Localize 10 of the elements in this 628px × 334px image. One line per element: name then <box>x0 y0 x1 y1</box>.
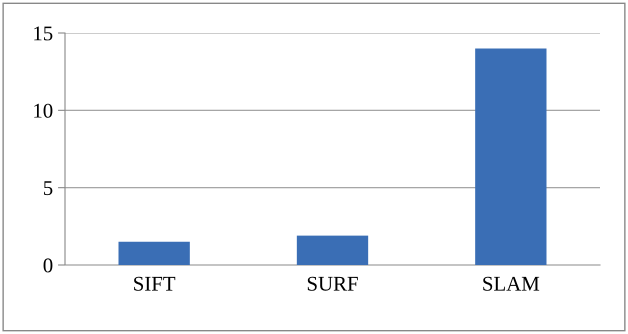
x-tick-label: SLAM <box>483 276 540 291</box>
y-tick-label: 5 <box>44 181 52 196</box>
x-tick-label: SIFT <box>134 276 176 291</box>
bar <box>475 48 546 265</box>
bar <box>296 236 368 265</box>
x-tick-label: SURF <box>308 276 358 291</box>
y-tick-label: 10 <box>34 104 52 118</box>
y-tick-label: 15 <box>34 26 52 40</box>
y-tick-label: 0 <box>44 258 52 272</box>
bar <box>118 242 190 265</box>
